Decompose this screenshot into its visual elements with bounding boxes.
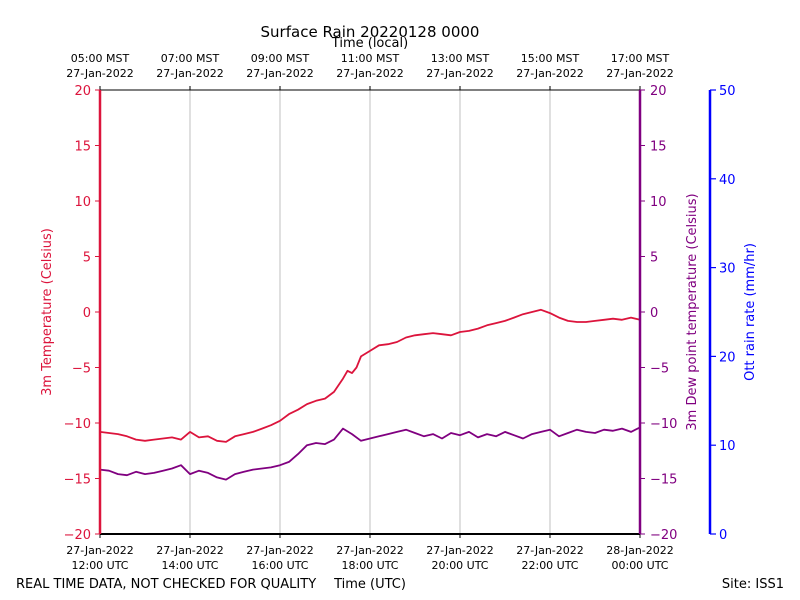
top-tick-date: 27-Jan-2022 (516, 67, 584, 80)
dewpoint-tick-label: 0 (650, 306, 658, 321)
bottom-tick-time: 18:00 UTC (341, 559, 398, 572)
bottom-tick-date: 27-Jan-2022 (246, 544, 314, 557)
temperature-tick-label: 5 (83, 251, 91, 266)
top-tick-time: 13:00 MST (431, 52, 490, 65)
dewpoint-tick-label: −20 (650, 528, 677, 543)
top-tick-time: 17:00 MST (611, 52, 670, 65)
temperature-tick-label: 0 (83, 306, 91, 321)
temperature-tick-label: −20 (64, 528, 91, 543)
bottom-tick-time: 22:00 UTC (521, 559, 578, 572)
top-tick-date: 27-Jan-2022 (66, 67, 134, 80)
rain-axis-label: Ott rain rate (mm/hr) (743, 243, 758, 381)
rain-tick-label: 10 (719, 439, 736, 454)
dewpoint-tick-label: −5 (650, 362, 669, 377)
rain-tick-label: 30 (719, 262, 736, 277)
dewpoint-tick-label: −10 (650, 417, 677, 432)
bottom-tick-time: 14:00 UTC (161, 559, 218, 572)
rain-tick-label: 0 (719, 528, 727, 543)
quality-disclaimer: REAL TIME DATA, NOT CHECKED FOR QUALITY (16, 577, 316, 592)
temperature-tick-label: 15 (74, 140, 91, 155)
vertical-gridlines (189, 90, 551, 534)
temperature-tick-label: −15 (64, 473, 91, 488)
x-axis-ticks: 27-Jan-2022 12:00 UTC 27-Jan-2022 14:00 UTC… (66, 52, 674, 572)
top-tick-date: 27-Jan-2022 (426, 67, 494, 80)
top-axis-label: Time (local) (331, 36, 408, 51)
bottom-tick-date: 27-Jan-2022 (336, 544, 404, 557)
top-tick-time: 15:00 MST (521, 52, 580, 65)
dewpoint-series-line (99, 426, 641, 481)
temperature-axis-label: 3m Temperature (Celsius) (40, 228, 55, 396)
chart-title: Surface Rain 20220128 0000 (261, 23, 480, 41)
top-tick-time: 11:00 MST (341, 52, 400, 65)
temperature-series-line (99, 308, 641, 443)
temperature-tick-label: −5 (72, 362, 91, 377)
top-tick-date: 27-Jan-2022 (336, 67, 404, 80)
dewpoint-axis-label: 3m Dew point temperature (Celsius) (685, 193, 700, 430)
site-label: Site: ISS1 (722, 577, 784, 592)
rain-tick-label: 50 (719, 84, 736, 99)
top-tick-date: 27-Jan-2022 (606, 67, 674, 80)
bottom-tick-time: 12:00 UTC (71, 559, 128, 572)
temperature-tick-label: 10 (74, 195, 91, 210)
bottom-axis-label: Time (UTC) (333, 577, 406, 592)
y-axis-ticks: 20151050−5−10−15−2020151050−5−10−15−2050… (64, 84, 736, 543)
top-tick-time: 05:00 MST (71, 52, 130, 65)
dewpoint-tick-label: 10 (650, 195, 667, 210)
series-layer (99, 308, 641, 481)
top-tick-time: 07:00 MST (161, 52, 220, 65)
dewpoint-tick-label: −15 (650, 473, 677, 488)
bottom-tick-date: 27-Jan-2022 (66, 544, 134, 557)
bottom-tick-time: 20:00 UTC (431, 559, 488, 572)
bottom-tick-date: 28-Jan-2022 (606, 544, 674, 557)
temperature-tick-label: 20 (74, 84, 91, 99)
dewpoint-tick-label: 15 (650, 140, 667, 155)
dewpoint-tick-label: 5 (650, 251, 658, 266)
top-tick-date: 27-Jan-2022 (156, 67, 224, 80)
dewpoint-tick-label: 20 (650, 84, 667, 99)
temperature-tick-label: −10 (64, 417, 91, 432)
bottom-tick-date: 27-Jan-2022 (426, 544, 494, 557)
top-tick-time: 09:00 MST (251, 52, 310, 65)
rain-tick-label: 20 (719, 350, 736, 365)
bottom-tick-date: 27-Jan-2022 (516, 544, 584, 557)
bottom-tick-date: 27-Jan-2022 (156, 544, 224, 557)
bottom-tick-time: 16:00 UTC (251, 559, 308, 572)
rain-tick-label: 40 (719, 173, 736, 188)
top-tick-date: 27-Jan-2022 (246, 67, 314, 80)
bottom-tick-time: 00:00 UTC (611, 559, 668, 572)
